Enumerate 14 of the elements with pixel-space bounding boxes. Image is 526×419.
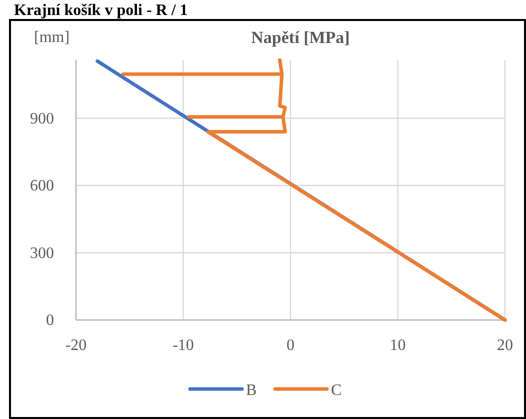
- y-tick-label: 300: [30, 244, 54, 262]
- legend-label: B: [246, 382, 257, 399]
- x-tick-label: 0: [286, 337, 294, 354]
- chart-title: Krajní košík v poli - R / 1: [14, 2, 188, 19]
- legend-label: C: [331, 382, 342, 399]
- x-axis-title: Napětí [MPa]: [251, 28, 350, 47]
- x-tick-label: 20: [497, 337, 513, 354]
- y-axis-title: [mm]: [34, 29, 70, 46]
- x-tick-label: 10: [390, 337, 406, 354]
- x-tick-label: -20: [65, 337, 87, 354]
- y-tick-label: 900: [30, 110, 54, 128]
- y-tick-label: 0: [46, 312, 54, 329]
- y-tick-label: 600: [30, 178, 54, 195]
- x-tick-label: -10: [172, 337, 194, 354]
